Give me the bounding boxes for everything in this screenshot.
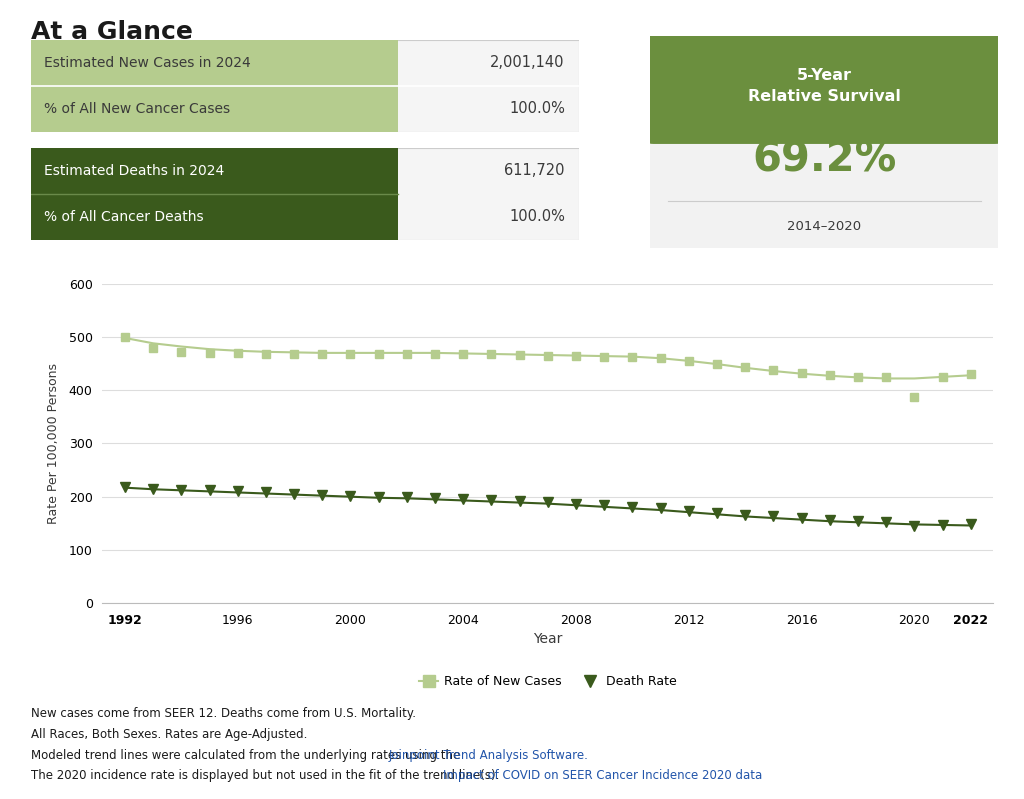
Text: Estimated Deaths in 2024: Estimated Deaths in 2024 bbox=[44, 164, 224, 178]
Text: 5-Year
Relative Survival: 5-Year Relative Survival bbox=[748, 68, 901, 104]
Text: All Races, Both Sexes. Rates are Age-Adjusted.: All Races, Both Sexes. Rates are Age-Adj… bbox=[31, 728, 307, 741]
Text: Modeled trend lines were calculated from the underlying rates using the: Modeled trend lines were calculated from… bbox=[31, 749, 464, 761]
Text: 100.0%: 100.0% bbox=[509, 209, 565, 225]
Text: 2,001,140: 2,001,140 bbox=[490, 55, 565, 70]
FancyBboxPatch shape bbox=[643, 32, 1006, 144]
Bar bbox=[31, 148, 397, 194]
Text: New cases come from SEER 12. Deaths come from U.S. Mortality.: New cases come from SEER 12. Deaths come… bbox=[31, 707, 416, 720]
Text: % of All New Cancer Cases: % of All New Cancer Cases bbox=[44, 101, 230, 116]
Text: The 2020 incidence rate is displayed but not used in the fit of the trend line(s: The 2020 incidence rate is displayed but… bbox=[31, 769, 503, 782]
Bar bbox=[653, 117, 995, 137]
Legend: Rate of New Cases, Death Rate: Rate of New Cases, Death Rate bbox=[415, 670, 681, 693]
Text: 100.0%: 100.0% bbox=[509, 101, 565, 117]
Bar bbox=[31, 40, 397, 86]
Text: Estimated New Cases in 2024: Estimated New Cases in 2024 bbox=[44, 56, 251, 70]
Text: At a Glance: At a Glance bbox=[31, 20, 193, 44]
Bar bbox=[31, 86, 397, 132]
Text: Joinpoint Trend Analysis Software.: Joinpoint Trend Analysis Software. bbox=[388, 749, 588, 761]
Text: % of All Cancer Deaths: % of All Cancer Deaths bbox=[44, 209, 204, 224]
Text: Impact of COVID on SEER Cancer Incidence 2020 data: Impact of COVID on SEER Cancer Incidence… bbox=[443, 769, 762, 782]
Y-axis label: Rate Per 100,000 Persons: Rate Per 100,000 Persons bbox=[47, 363, 60, 524]
FancyBboxPatch shape bbox=[643, 32, 1006, 252]
X-axis label: Year: Year bbox=[534, 632, 562, 646]
Text: 69.2%: 69.2% bbox=[753, 139, 896, 181]
Text: 2014–2020: 2014–2020 bbox=[787, 220, 861, 233]
Text: 611,720: 611,720 bbox=[505, 163, 565, 178]
Bar bbox=[31, 194, 397, 240]
